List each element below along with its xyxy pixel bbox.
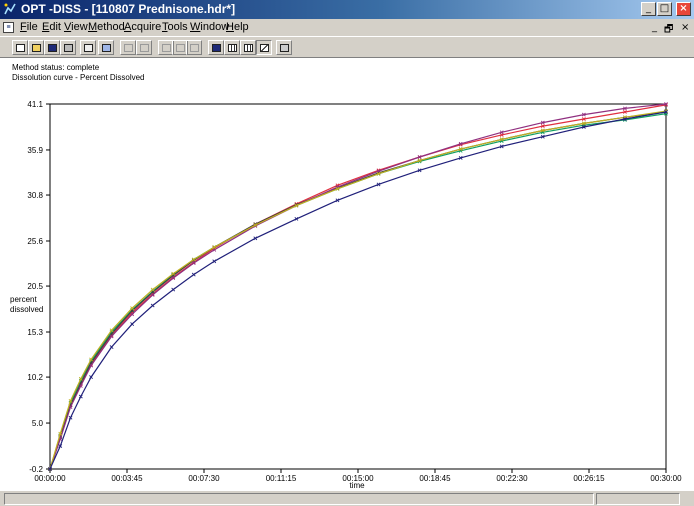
menu-edit[interactable]: Edit (42, 21, 61, 33)
x-tick-label: 00:07:30 (188, 474, 220, 483)
list-icon (190, 44, 199, 52)
copy-button[interactable] (80, 40, 96, 55)
menu-view[interactable]: View (64, 21, 88, 33)
step-forward-icon (176, 44, 185, 52)
mdi-minimize-button[interactable]: _ (652, 22, 657, 33)
save-button[interactable] (44, 40, 60, 55)
table-button[interactable] (224, 40, 240, 55)
x-tick-label: 00:18:45 (419, 474, 451, 483)
report-button[interactable] (208, 40, 224, 55)
y-tick-label: 35.9 (27, 146, 43, 155)
chart-icon (260, 44, 269, 52)
y-axis-label-line2: dissolved (10, 305, 43, 314)
title-bar: OPT -DISS - [110807 Prednisone.hdr*] _ □… (0, 0, 694, 19)
open-folder-icon (32, 44, 41, 52)
menu-bar: ≡ File Edit View Method Acquire Tools Wi… (0, 19, 694, 36)
menu-acquire[interactable]: Acquire (124, 21, 161, 33)
x-tick-label: 00:22:30 (496, 474, 528, 483)
x-tick-label: 00:03:45 (111, 474, 143, 483)
minimize-button[interactable]: _ (641, 2, 656, 16)
y-tick-label: -0.2 (29, 465, 43, 474)
menu-file[interactable]: File (20, 21, 38, 33)
chart-window: Method status: complete Dissolution curv… (0, 58, 694, 490)
y-tick-label: 15.3 (27, 328, 43, 337)
copy-icon (84, 44, 93, 52)
menu-help[interactable]: Help (226, 21, 249, 33)
x-axis-label: time (349, 481, 365, 490)
report-icon (212, 44, 221, 52)
properties-button[interactable] (98, 40, 114, 55)
maximize-button[interactable]: □ (657, 2, 672, 16)
grid-icon (244, 44, 253, 52)
run-icon (124, 44, 133, 52)
status-panel-main (4, 493, 594, 505)
x-tick-label: 00:11:15 (266, 474, 297, 483)
save-icon (48, 44, 57, 52)
run-button[interactable] (120, 40, 136, 55)
stop-button[interactable] (136, 40, 152, 55)
y-axis-label: percent (10, 295, 37, 304)
menu-method[interactable]: Method (88, 21, 125, 33)
print-button[interactable] (60, 40, 76, 55)
instrument-button[interactable] (276, 40, 292, 55)
y-tick-label: 25.6 (27, 237, 43, 246)
dissolution-chart: -0.2 5.0 10.2 15.3 20.5 25.6 30.8 35.9 41.1 00:0… (0, 58, 694, 490)
y-tick-label: 5.0 (32, 419, 44, 428)
y-tick-label: 30.8 (27, 191, 43, 200)
close-button[interactable]: × (676, 2, 691, 16)
print-icon (64, 44, 73, 52)
table-icon (228, 44, 237, 52)
toolbar (0, 36, 694, 58)
chart-button[interactable] (256, 40, 272, 55)
app-icon (3, 2, 17, 16)
step-back-icon (162, 44, 171, 52)
properties-icon (102, 44, 111, 52)
menu-tools[interactable]: Tools (162, 21, 188, 33)
status-panel-right (596, 493, 680, 505)
y-tick-label: 10.2 (27, 373, 43, 382)
y-tick-label: 41.1 (27, 100, 43, 109)
x-tick-label: 00:26:15 (573, 474, 605, 483)
stop-icon (140, 44, 149, 52)
menu-window[interactable]: Window (190, 21, 229, 33)
x-tick-label: 00:30:00 (650, 474, 682, 483)
new-document-button[interactable] (12, 40, 28, 55)
list-button[interactable] (186, 40, 202, 55)
new-document-icon (16, 44, 25, 52)
instrument-icon (280, 44, 289, 52)
status-bar (0, 490, 694, 506)
document-icon[interactable]: ≡ (3, 22, 14, 33)
y-tick-label: 20.5 (27, 282, 43, 291)
mdi-close-button[interactable]: × (681, 22, 689, 33)
window-title: OPT -DISS - [110807 Prednisone.hdr*] (21, 2, 235, 16)
plot-area (50, 104, 666, 469)
x-tick-label: 00:00:00 (34, 474, 66, 483)
grid-button[interactable] (240, 40, 256, 55)
open-button[interactable] (28, 40, 44, 55)
